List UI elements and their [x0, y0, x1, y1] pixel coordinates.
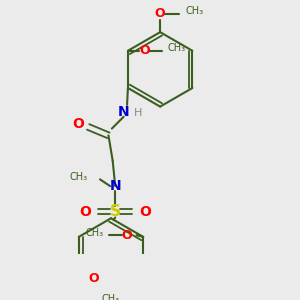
- Text: O: O: [121, 229, 132, 242]
- Text: O: O: [140, 44, 150, 57]
- Text: CH₃: CH₃: [85, 228, 103, 238]
- Text: N: N: [110, 179, 121, 193]
- Text: H: H: [134, 108, 142, 118]
- Text: O: O: [139, 205, 151, 218]
- Text: CH₃: CH₃: [102, 294, 120, 300]
- Text: N: N: [118, 105, 130, 119]
- Text: CH₃: CH₃: [168, 43, 186, 53]
- Text: O: O: [72, 117, 84, 131]
- Text: S: S: [110, 204, 121, 219]
- Text: CH₃: CH₃: [185, 6, 204, 16]
- Text: O: O: [155, 7, 166, 20]
- Text: CH₃: CH₃: [69, 172, 87, 182]
- Text: O: O: [80, 205, 92, 218]
- Text: O: O: [89, 272, 99, 285]
